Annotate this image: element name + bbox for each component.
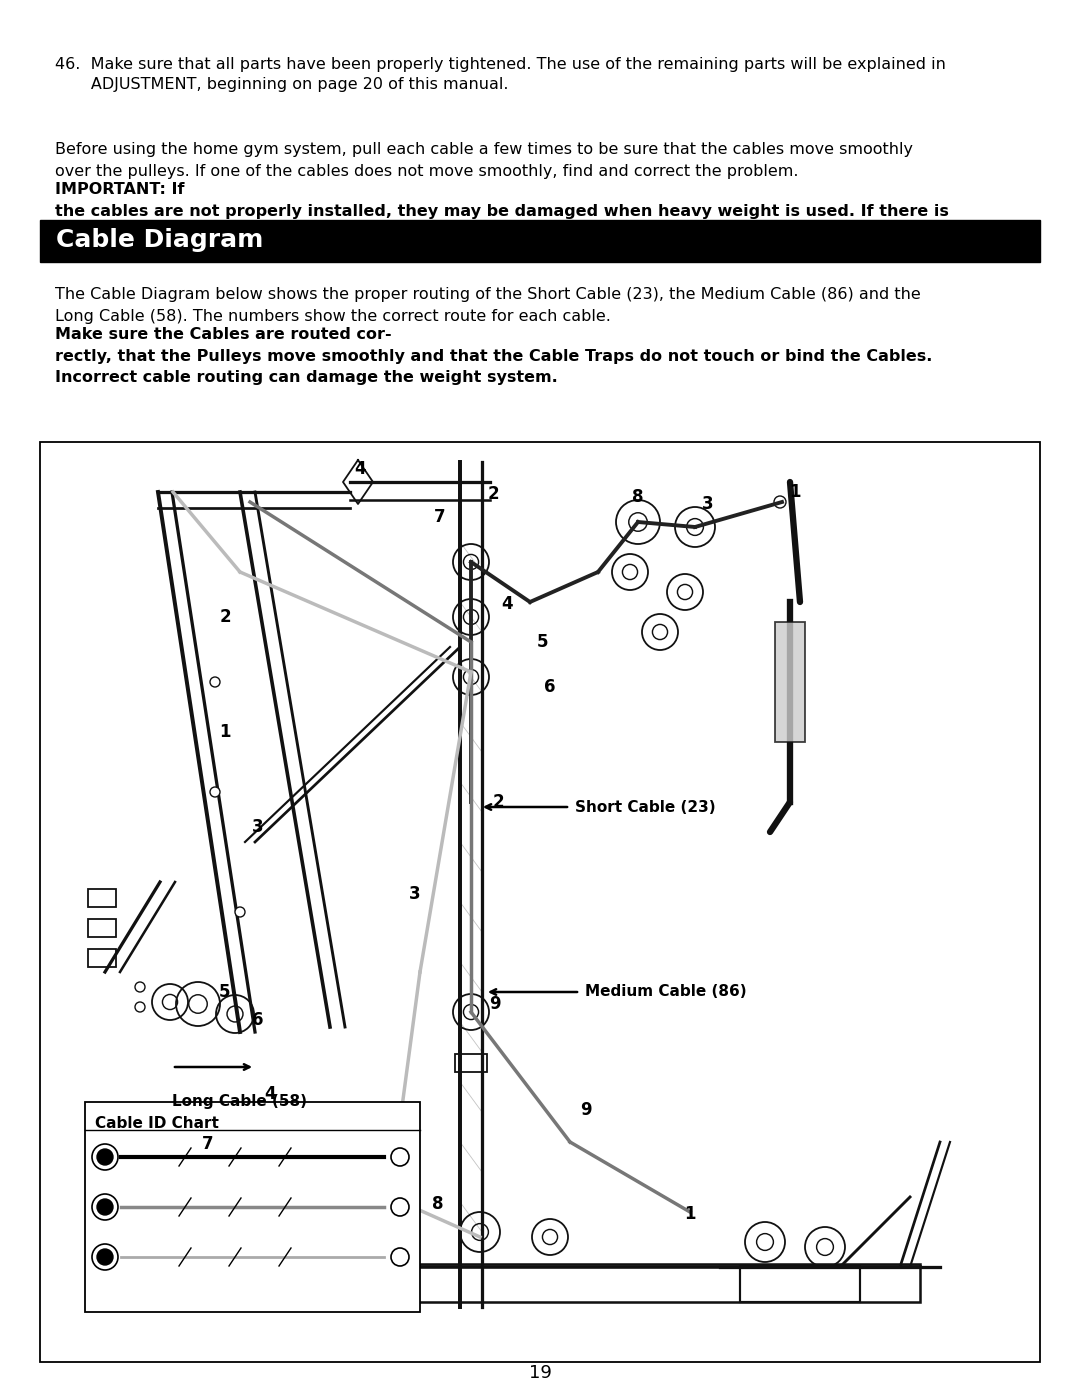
- Text: 5: 5: [537, 633, 548, 651]
- Text: 9: 9: [580, 1101, 592, 1119]
- Bar: [740, 1266, 860, 1302]
- Text: 2: 2: [219, 608, 231, 626]
- Bar: [87, 919, 116, 937]
- Text: 4: 4: [265, 1085, 275, 1104]
- Text: 2: 2: [487, 485, 499, 503]
- Bar: [455, 1053, 487, 1071]
- Text: The Cable Diagram below shows the proper routing of the Short Cable (23), the Me: The Cable Diagram below shows the proper…: [55, 286, 921, 324]
- Circle shape: [97, 1249, 113, 1266]
- Text: 4: 4: [501, 595, 513, 613]
- Bar: [40, 219, 1040, 263]
- Text: Cable Diagram: Cable Diagram: [56, 228, 264, 251]
- Bar: [775, 622, 805, 742]
- Text: 46.  Make sure that all parts have been properly tightened. The use of the remai: 46. Make sure that all parts have been p…: [55, 57, 946, 73]
- Text: 1: 1: [219, 724, 231, 740]
- Bar: [40, 441, 1040, 1362]
- Text: Long Cable (58): Long Cable (58): [172, 1094, 307, 1109]
- Text: ADJUSTMENT, beginning on page 20 of this manual.: ADJUSTMENT, beginning on page 20 of this…: [55, 77, 509, 92]
- Text: 6: 6: [544, 678, 556, 696]
- Text: 3: 3: [702, 495, 714, 513]
- Text: 1: 1: [789, 483, 800, 502]
- Circle shape: [391, 1248, 409, 1266]
- Bar: [85, 1102, 420, 1312]
- Text: Short Cable (23): Short Cable (23): [575, 799, 716, 814]
- Text: Before using the home gym system, pull each cable a few times to be sure that th: Before using the home gym system, pull e…: [55, 142, 913, 179]
- Text: 8: 8: [632, 488, 644, 506]
- Text: 7: 7: [202, 1134, 214, 1153]
- Text: 1: 1: [685, 1206, 696, 1222]
- Circle shape: [210, 678, 220, 687]
- Text: 2: 2: [492, 793, 503, 812]
- Bar: [87, 949, 116, 967]
- Circle shape: [97, 1148, 113, 1165]
- Text: 3: 3: [409, 886, 421, 902]
- Text: Cable ID Chart: Cable ID Chart: [95, 1116, 219, 1132]
- Bar: [400, 1264, 920, 1302]
- Text: 9: 9: [489, 995, 501, 1013]
- Text: 6: 6: [253, 1011, 264, 1030]
- Circle shape: [135, 982, 145, 992]
- Text: 8: 8: [432, 1194, 444, 1213]
- Text: Make sure the Cables are routed cor-
rectly, that the Pulleys move smoothly and : Make sure the Cables are routed cor- rec…: [55, 327, 932, 386]
- Text: 3: 3: [253, 819, 264, 835]
- Circle shape: [135, 1002, 145, 1011]
- Circle shape: [391, 1148, 409, 1166]
- Circle shape: [391, 1199, 409, 1215]
- Text: 19: 19: [528, 1363, 552, 1382]
- Text: 7: 7: [434, 509, 446, 527]
- Text: IMPORTANT: If
the cables are not properly installed, they may be damaged when he: IMPORTANT: If the cables are not properl…: [55, 182, 949, 261]
- Circle shape: [97, 1199, 113, 1215]
- Text: 4: 4: [354, 460, 366, 478]
- Circle shape: [235, 907, 245, 916]
- Text: 5: 5: [219, 983, 231, 1002]
- Circle shape: [210, 787, 220, 798]
- Bar: [87, 888, 116, 907]
- Text: Medium Cable (86): Medium Cable (86): [585, 985, 746, 999]
- Circle shape: [774, 496, 786, 509]
